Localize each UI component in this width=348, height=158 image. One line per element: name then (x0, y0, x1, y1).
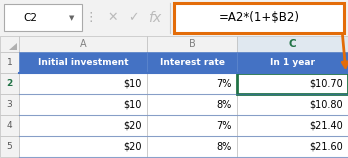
Text: $20: $20 (124, 142, 142, 152)
Text: 1: 1 (7, 58, 13, 67)
FancyBboxPatch shape (147, 94, 237, 115)
FancyBboxPatch shape (19, 36, 147, 52)
Text: ⋮: ⋮ (85, 11, 97, 24)
FancyBboxPatch shape (237, 36, 348, 52)
FancyBboxPatch shape (4, 4, 82, 31)
FancyBboxPatch shape (147, 136, 237, 157)
FancyBboxPatch shape (174, 3, 344, 33)
Text: $10.70: $10.70 (309, 79, 343, 89)
Text: Initial investment: Initial investment (38, 58, 128, 67)
Text: 3: 3 (7, 100, 13, 109)
Text: C2: C2 (23, 13, 37, 23)
Text: $10.70: $10.70 (309, 79, 343, 89)
FancyBboxPatch shape (0, 94, 19, 115)
Text: $20: $20 (124, 121, 142, 131)
Text: 2: 2 (6, 79, 13, 88)
Text: ▼: ▼ (69, 15, 75, 21)
FancyBboxPatch shape (0, 115, 19, 136)
FancyBboxPatch shape (0, 52, 19, 73)
Text: In 1 year: In 1 year (270, 58, 315, 67)
FancyBboxPatch shape (19, 52, 147, 73)
FancyBboxPatch shape (0, 136, 19, 157)
Text: $10: $10 (124, 79, 142, 89)
Text: ✓: ✓ (128, 11, 138, 24)
Text: ✕: ✕ (108, 11, 118, 24)
FancyBboxPatch shape (237, 136, 348, 157)
Text: 7%: 7% (216, 79, 232, 89)
Text: $21.60: $21.60 (309, 142, 343, 152)
Text: 5: 5 (7, 142, 13, 151)
Text: =A2*(1+$B2): =A2*(1+$B2) (219, 11, 300, 24)
Text: 4: 4 (7, 121, 12, 130)
FancyBboxPatch shape (237, 73, 348, 94)
Text: $21.40: $21.40 (309, 121, 343, 131)
Text: A: A (80, 39, 86, 49)
FancyBboxPatch shape (19, 136, 147, 157)
FancyBboxPatch shape (147, 73, 237, 94)
Text: 7%: 7% (216, 121, 232, 131)
Text: 8%: 8% (217, 100, 232, 110)
FancyBboxPatch shape (0, 73, 19, 94)
FancyBboxPatch shape (237, 115, 348, 136)
Text: $\mathit{fx}$: $\mathit{fx}$ (148, 10, 164, 25)
FancyBboxPatch shape (19, 115, 147, 136)
FancyBboxPatch shape (237, 73, 348, 94)
FancyBboxPatch shape (237, 94, 348, 115)
FancyBboxPatch shape (147, 36, 237, 52)
FancyBboxPatch shape (147, 52, 237, 73)
FancyBboxPatch shape (147, 115, 237, 136)
Text: 8%: 8% (217, 142, 232, 152)
Text: Interest rate: Interest rate (159, 58, 224, 67)
Text: $10: $10 (124, 100, 142, 110)
FancyBboxPatch shape (237, 52, 348, 73)
FancyBboxPatch shape (19, 94, 147, 115)
Text: $10.80: $10.80 (309, 100, 343, 110)
Text: B: B (189, 39, 195, 49)
Text: C: C (289, 39, 296, 49)
FancyBboxPatch shape (19, 73, 147, 94)
FancyBboxPatch shape (0, 36, 19, 52)
Polygon shape (9, 43, 17, 51)
